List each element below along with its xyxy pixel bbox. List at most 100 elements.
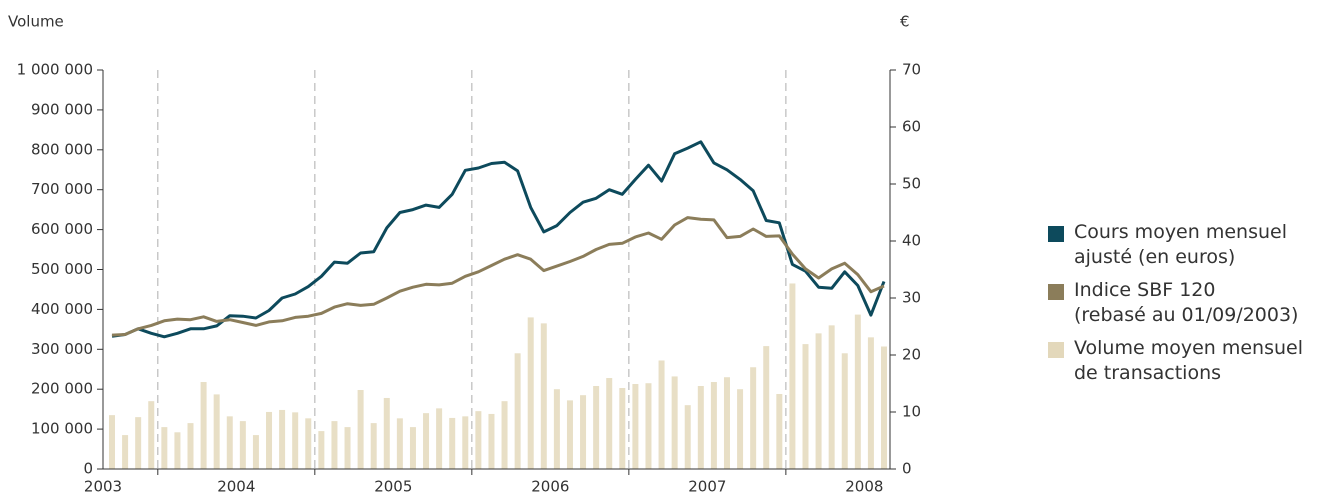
bar (514, 353, 521, 469)
bar (396, 418, 403, 469)
legend-label: Indice SBF 120 (rebasé au 01/09/2003) (1074, 279, 1299, 326)
bar (658, 360, 665, 469)
bar (213, 394, 220, 469)
y-tick-label: 100 000 (31, 420, 93, 438)
bar (109, 415, 115, 469)
bar (763, 346, 770, 469)
y2-tick-label: 50 (902, 175, 921, 193)
legend-item: Volume moyen mensuel de transactions (1048, 336, 1303, 386)
bar (815, 333, 822, 469)
y-tick-label: 600 000 (31, 220, 93, 238)
bar (292, 412, 299, 469)
bar (841, 353, 848, 469)
bar (475, 411, 482, 469)
line (111, 140, 886, 339)
y-tick-label: 200 000 (31, 380, 93, 398)
bar (645, 383, 652, 469)
y-axis-title: Volume (8, 13, 64, 31)
bar (697, 386, 704, 469)
x-tick-label: 2007 (688, 478, 726, 494)
bar (318, 431, 325, 469)
bar (854, 314, 861, 469)
bar (776, 393, 783, 469)
x-tick-label: 2003 (84, 478, 122, 494)
y-tick-label: 800 000 (31, 140, 93, 158)
bar (632, 384, 639, 469)
line (111, 216, 885, 337)
bar (226, 416, 233, 469)
bar (266, 411, 273, 469)
bar (148, 401, 155, 469)
bar (305, 418, 312, 469)
y2-tick-label: 10 (902, 403, 921, 421)
legend-swatch (1048, 284, 1064, 300)
bar (619, 388, 626, 469)
legend-label: Cours moyen mensuel ajusté (en euros) (1074, 221, 1287, 268)
bar (200, 382, 207, 469)
y-tick-label: 700 000 (31, 180, 93, 198)
y-tick-label: 1 000 000 (17, 61, 93, 79)
legend: Cours moyen mensuel ajusté (en euros) Ind… (1048, 220, 1303, 394)
bar (737, 389, 744, 469)
bar (553, 389, 560, 469)
y-tick-label: 300 000 (31, 340, 93, 358)
bar (802, 344, 809, 469)
y-tick-label: 500 000 (31, 260, 93, 278)
y2-axis-title: € (900, 13, 910, 31)
bar (789, 283, 796, 469)
bar (501, 401, 508, 469)
bar (187, 423, 194, 469)
legend-item: Indice SBF 120 (rebasé au 01/09/2003) (1048, 278, 1303, 328)
y2-tick-label: 20 (902, 346, 921, 364)
bar (867, 337, 874, 469)
bar (488, 413, 495, 469)
legend-swatch (1048, 226, 1064, 242)
bar (135, 417, 142, 469)
bar (357, 389, 364, 469)
bar (881, 346, 887, 469)
bar (580, 395, 587, 469)
bar (279, 409, 286, 469)
bar (449, 417, 456, 469)
y-tick-label: 400 000 (31, 300, 93, 318)
y2-tick-label: 70 (902, 61, 921, 79)
bar (161, 427, 168, 469)
y-tick-label: 0 (83, 460, 93, 478)
x-tick-label: 2004 (217, 478, 255, 494)
bar (122, 435, 129, 469)
bar (710, 382, 717, 469)
bar (174, 432, 181, 469)
bar (593, 386, 600, 469)
y2-tick-label: 30 (902, 289, 921, 307)
bar (606, 378, 613, 469)
y2-tick-label: 0 (902, 460, 912, 478)
y2-tick-label: 60 (902, 118, 921, 136)
bar (331, 421, 338, 469)
bar (540, 323, 547, 469)
y2-tick-label: 40 (902, 232, 921, 250)
bar (527, 317, 534, 469)
bar (344, 427, 351, 469)
bar (239, 421, 246, 469)
x-tick-label: 2006 (531, 478, 569, 494)
bar (370, 423, 377, 469)
x-tick-label: 2008 (845, 478, 883, 494)
bar (423, 413, 430, 469)
legend-label: Volume moyen mensuel de transactions (1074, 337, 1304, 384)
bar (383, 397, 390, 469)
bar (684, 405, 691, 469)
bar (462, 416, 469, 469)
legend-item: Cours moyen mensuel ajusté (en euros) (1048, 220, 1303, 270)
legend-swatch (1048, 342, 1064, 358)
bar (750, 367, 757, 469)
bar (723, 377, 730, 469)
bar (566, 400, 573, 469)
bar (671, 376, 678, 469)
bar (409, 427, 416, 469)
bar (436, 408, 443, 469)
bar (252, 435, 259, 469)
bar (828, 325, 835, 469)
x-tick-label: 2005 (374, 478, 412, 494)
